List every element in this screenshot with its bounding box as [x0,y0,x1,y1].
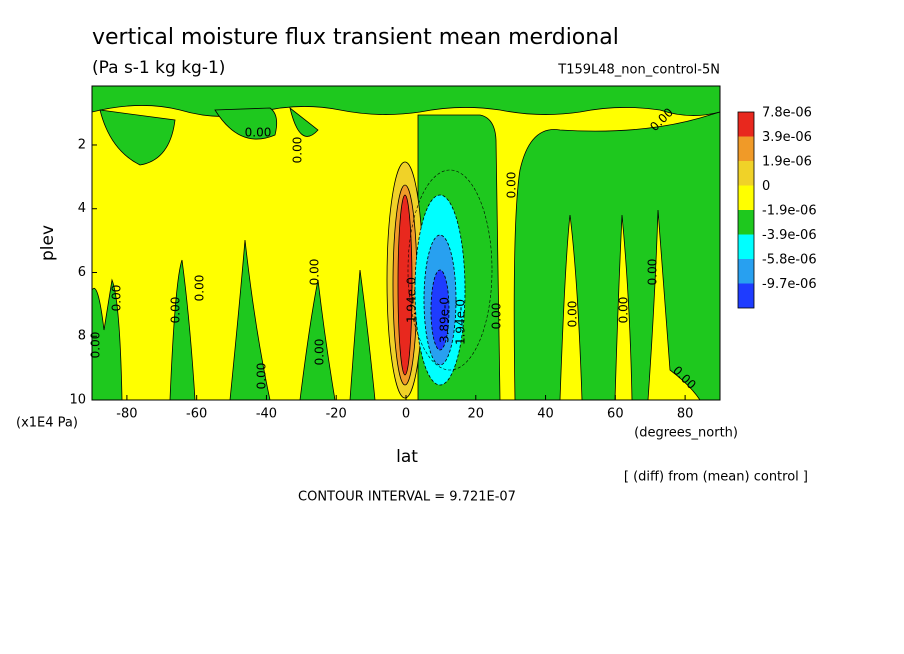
legend-label: 1.9e-06 [762,155,812,170]
x-tick-label: 60 [607,407,624,422]
contour-label: 0.00 [89,332,103,359]
legend-swatch [738,259,754,284]
legend-label: -3.9e-06 [762,228,817,243]
y-axis-label: plev [38,225,58,261]
x-units: (degrees_north) [634,426,738,441]
experiment-label: T159L48_non_control-5N [557,63,720,78]
field-patch [91,239,376,401]
contour-label: 0.00 [505,172,519,199]
y-tick-label: 4 [78,201,86,216]
legend-label: 3.9e-06 [762,130,812,145]
contour-label: 3.89e-0 [438,297,452,343]
legend-swatch [738,234,754,259]
legend-label: 0 [762,179,770,194]
field-positive [397,194,413,376]
contour-label: 0.00 [291,137,305,164]
x-tick-label: 20 [468,407,485,422]
legend-swatch [738,112,754,137]
contour-label: 0.00 [566,301,580,328]
contour-label: 1.94e-0 [405,277,419,323]
x-tick-label: -40 [256,407,277,422]
contour-label: 0.00 [646,259,660,286]
x-tick-label: -80 [116,407,137,422]
legend-label: -9.7e-06 [762,277,817,292]
y-units: (x1E4 Pa) [16,416,78,431]
contour-label: 0.00 [255,363,269,390]
legend-label: -1.9e-06 [762,204,817,219]
contour-label: 0.00 [169,297,183,324]
contour-interval: CONTOUR INTERVAL = 9.721E-07 [298,490,516,505]
x-tick-label: -60 [186,407,207,422]
legend-label: -5.8e-06 [762,253,817,268]
chart-subtitle: (Pa s-1 kg kg-1) [92,58,225,78]
legend-swatch [738,136,754,161]
legend-swatch [738,283,754,308]
legend-label: 7.8e-06 [762,106,812,121]
legend-swatch [738,161,754,186]
contour-label: 0.00 [490,303,504,330]
contour-label: 0.00 [308,259,322,286]
field [91,85,721,401]
legend-swatch [738,185,754,210]
contour-label: 0.00 [245,126,272,140]
x-tick-label: 0 [402,407,410,422]
field-patch [99,106,319,166]
x-tick-label: -20 [326,407,347,422]
y-tick-label: 6 [78,265,86,280]
legend-frame [737,111,755,309]
y-tick-label: 2 [78,137,86,152]
note: [ (diff) from (mean) control ] [624,470,808,485]
y-tick-label: 8 [78,329,86,344]
field-contour [407,169,493,371]
legend-swatch [738,210,754,235]
contour-label: 0.00 [617,297,631,324]
x-tick-label: 40 [537,407,554,422]
contour-label: 0.00 [193,275,207,302]
contour-label: 0.00 [110,285,124,312]
field-negative [430,269,450,351]
chart-title: vertical moisture flux transient mean me… [92,25,619,50]
field-patch [559,209,701,401]
contour-label: 1.94e-0 [454,299,468,345]
x-tick-label: 80 [677,407,694,422]
contour-label: 0.00 [313,339,327,366]
y-tick-label: 10 [69,393,86,408]
x-axis-label: lat [396,447,418,467]
